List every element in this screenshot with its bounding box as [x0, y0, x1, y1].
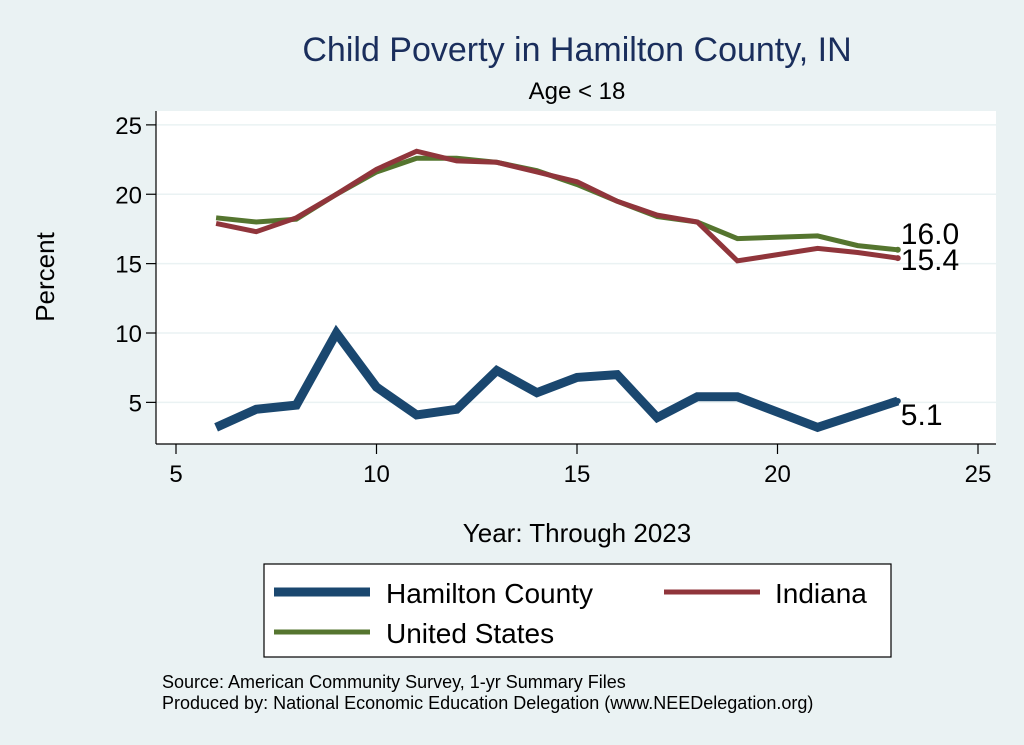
y-axis-ticks: 5 10 15 20 25 [115, 113, 156, 417]
legend: Hamilton County Indiana United States [263, 563, 892, 658]
grid-lines [156, 124, 996, 404]
series-line-hamilton-county [214, 324, 900, 433]
x-tick-label: 5 [169, 461, 182, 488]
end-label-indiana: 15.4 [901, 244, 959, 277]
x-axis-ticks: 5 10 15 20 25 [169, 444, 991, 488]
end-labels: 5.1 15.416.0 [901, 218, 959, 432]
x-tick-label: 20 [764, 461, 791, 488]
y-tick-label: 10 [115, 321, 142, 348]
end-label-hamilton-county: 5.1 [901, 399, 943, 432]
legend-label-indiana: Indiana [775, 578, 867, 609]
chart-title: Child Poverty in Hamilton County, IN [302, 31, 851, 69]
legend-box [263, 563, 892, 658]
x-tick-label: 15 [564, 461, 591, 488]
legend-label-hamilton-county: Hamilton County [386, 578, 593, 609]
series-line-indiana [215, 148, 899, 264]
legend-label-united-states: United States [386, 618, 554, 649]
source-note: Source: American Community Survey, 1-yr … [162, 672, 626, 692]
plot-area [156, 111, 996, 444]
x-tick-label: 10 [363, 461, 390, 488]
chart-subtitle: Age < 18 [529, 78, 626, 105]
x-axis-label: Year: Through 2023 [463, 518, 691, 548]
y-axis-label: Percent [30, 231, 60, 321]
y-tick-label: 5 [129, 390, 142, 417]
series-end-point-indiana [894, 255, 901, 262]
y-tick-label: 25 [115, 113, 142, 140]
series-lines [214, 148, 901, 433]
y-tick-label: 20 [115, 182, 142, 209]
x-tick-label: 25 [965, 461, 992, 488]
series-end-point-united-states [894, 246, 901, 253]
series-end-point-hamilton-county [894, 397, 901, 404]
y-tick-label: 15 [115, 252, 142, 279]
end-label-united-states: 16.0 [901, 218, 959, 251]
produced-by-note: Produced by: National Economic Education… [162, 693, 813, 713]
